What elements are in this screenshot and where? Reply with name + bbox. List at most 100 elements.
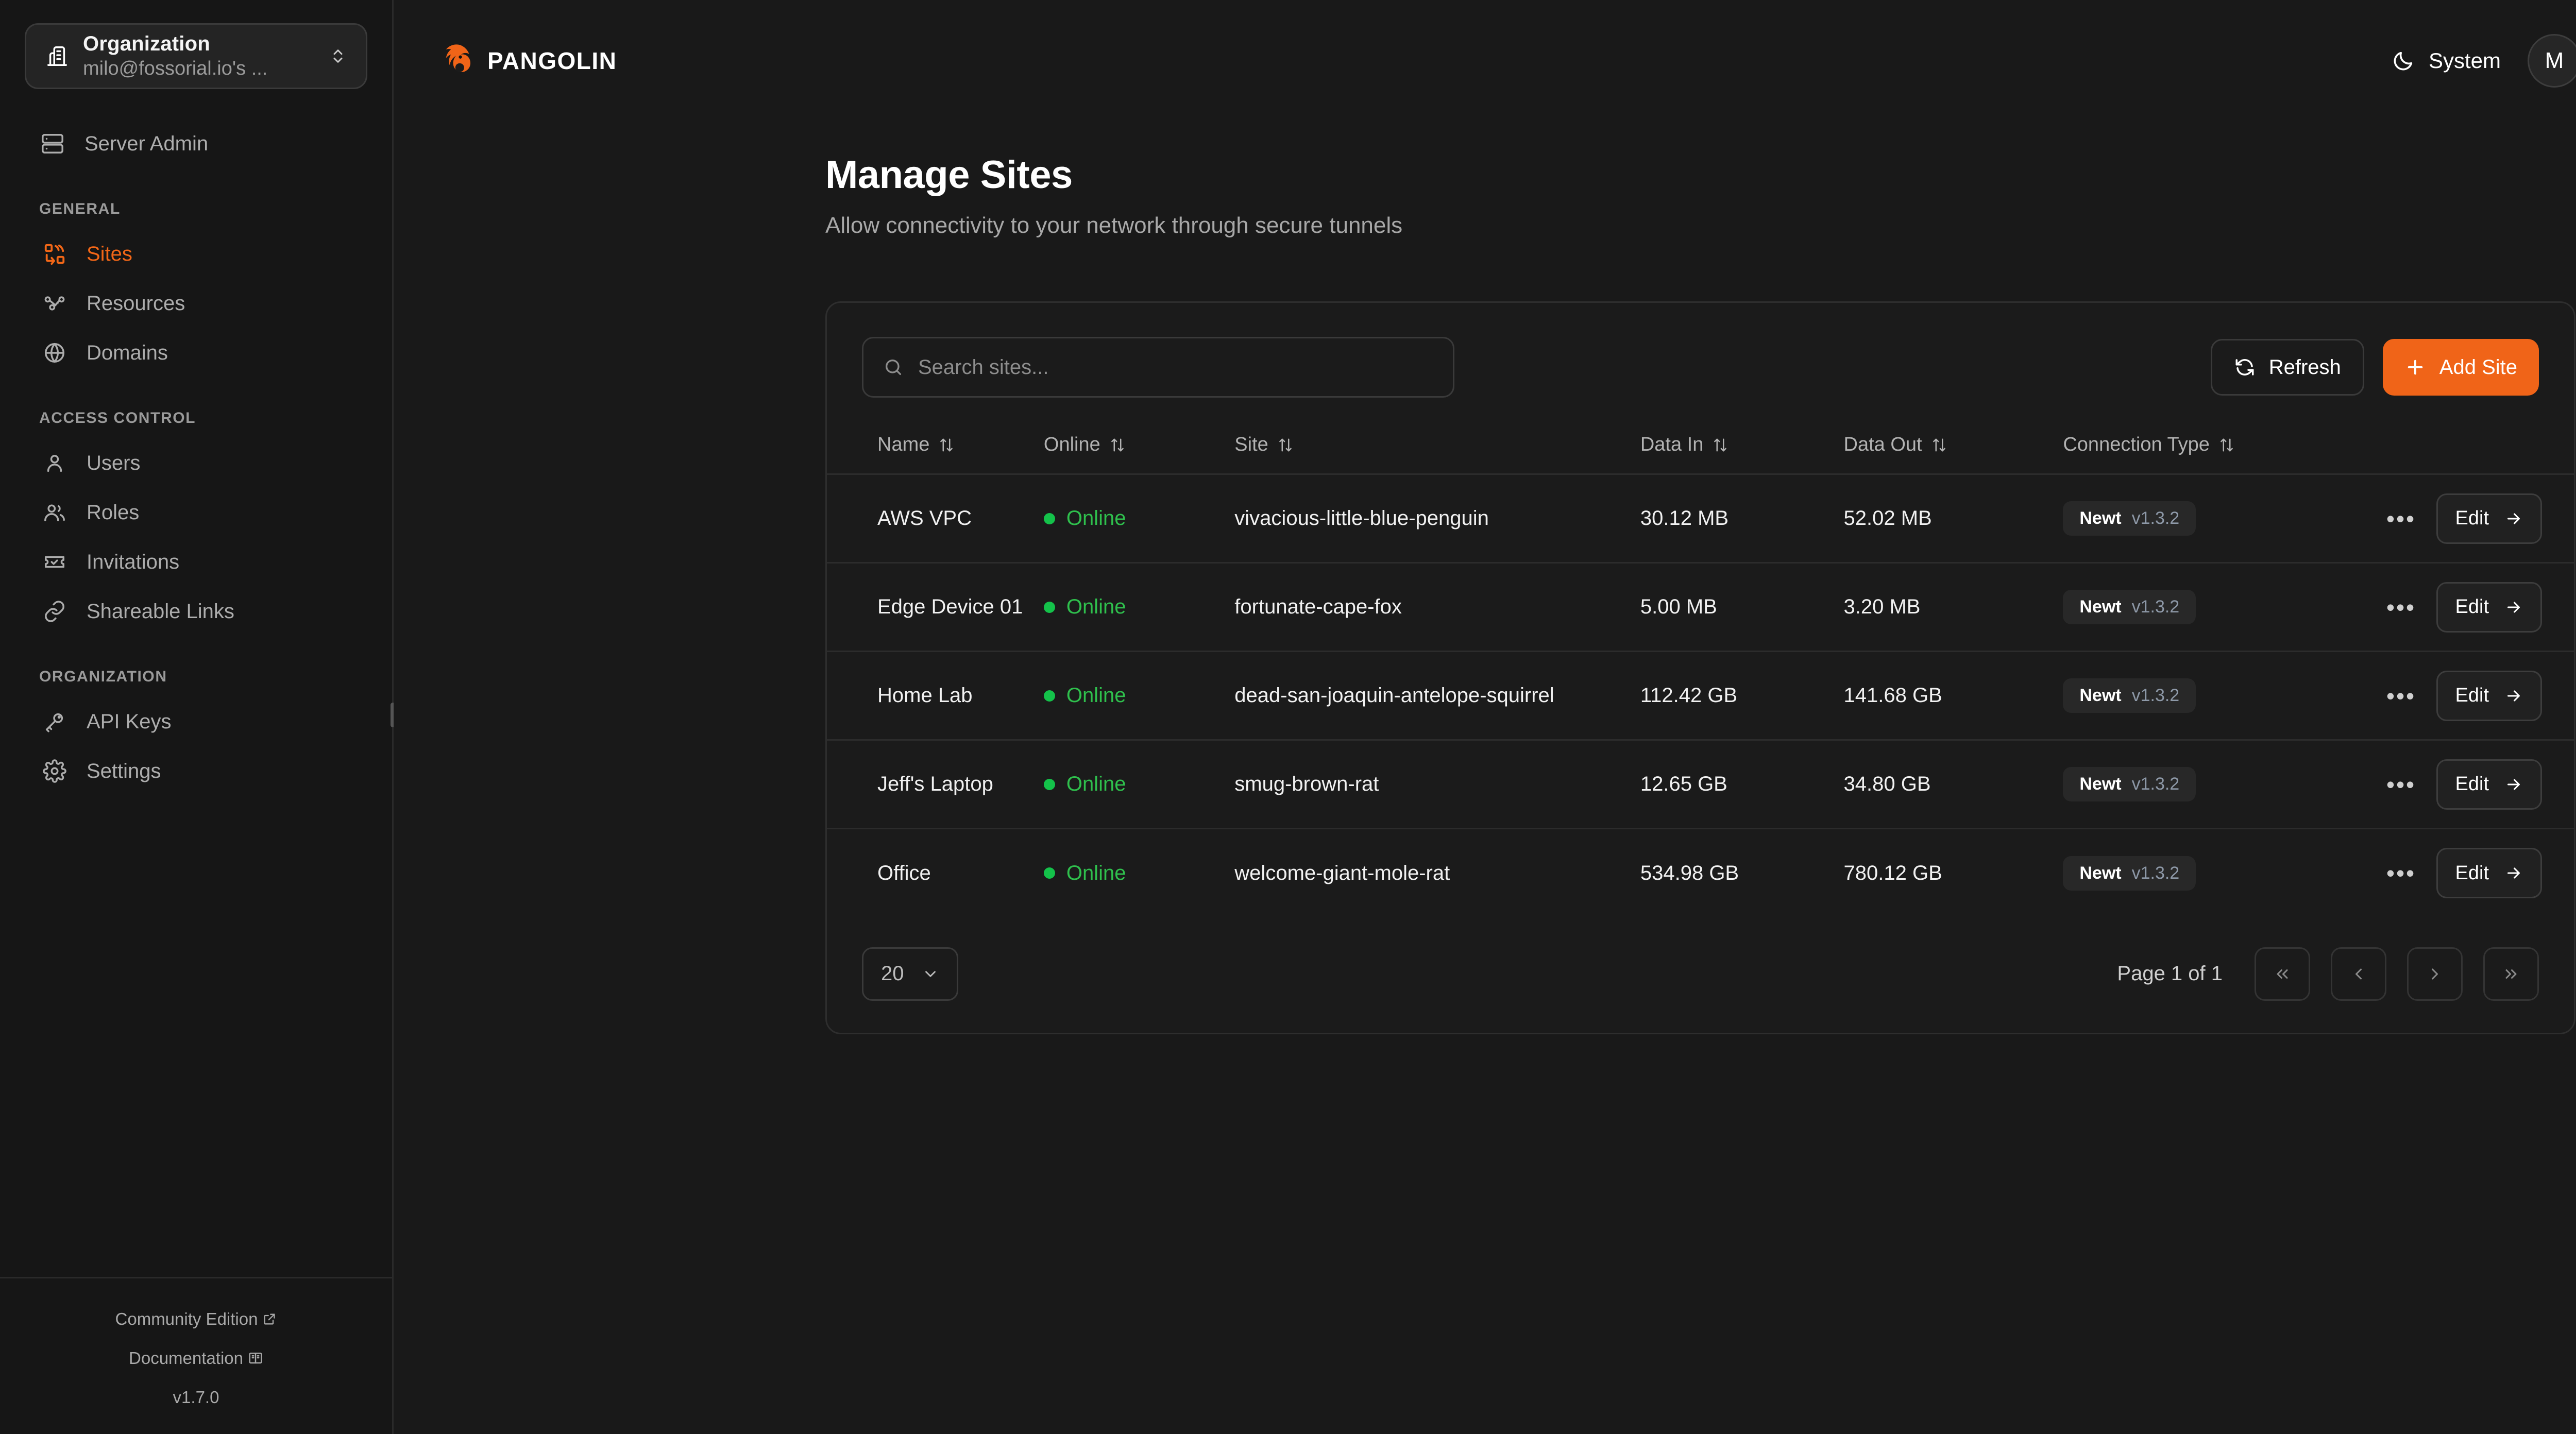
search-sites[interactable] xyxy=(862,337,1454,398)
search-icon xyxy=(883,357,906,378)
edit-button[interactable]: Edit xyxy=(2436,848,2542,899)
sort-arrows-icon xyxy=(939,436,954,454)
edit-label: Edit xyxy=(2455,862,2489,884)
edit-button[interactable]: Edit xyxy=(2436,582,2542,633)
column-header-connection-type[interactable]: Connection Type xyxy=(2063,422,2381,474)
edit-label: Edit xyxy=(2455,685,2489,706)
status-dot xyxy=(1043,867,1055,879)
sidebar-resize-handle[interactable] xyxy=(391,703,395,727)
sites-icon xyxy=(41,241,68,267)
table-row[interactable]: Edge Device 01 Online fortunate-cape-fox 5.… xyxy=(827,562,2574,652)
table-row[interactable]: Jeff's Laptop Online smug-brown-rat 12.65 G… xyxy=(827,739,2574,829)
cell-name: Edge Device 01 xyxy=(827,562,1044,652)
ellipsis-icon[interactable]: ••• xyxy=(2386,682,2416,709)
column-label: Site xyxy=(1234,434,1268,455)
avatar[interactable]: M xyxy=(2528,34,2576,88)
cell-name: Jeff's Laptop xyxy=(827,739,1044,829)
table-row[interactable]: AWS VPC Online vivacious-little-blue-pengu… xyxy=(827,473,2574,563)
add-site-button[interactable]: Add Site xyxy=(2382,339,2539,396)
column-label: Connection Type xyxy=(2063,434,2210,455)
status-dot xyxy=(1043,778,1055,790)
search-input[interactable] xyxy=(918,355,1453,379)
globe-icon xyxy=(41,339,68,366)
refresh-icon xyxy=(2234,356,2256,378)
ellipsis-icon[interactable]: ••• xyxy=(2386,860,2416,887)
sidebar-item-domains[interactable]: Domains xyxy=(0,328,392,378)
sidebar-item-sites[interactable]: Sites xyxy=(0,229,392,279)
cell-data-in: 30.12 MB xyxy=(1640,473,1844,563)
cell-data-out: 141.68 GB xyxy=(1843,651,2063,740)
table-row[interactable]: Office Online welcome-giant-mole-rat 534.98… xyxy=(827,828,2574,917)
page-size-select[interactable]: 20 xyxy=(862,947,958,1001)
table-row[interactable]: Home Lab Online dead-san-joaquin-antelope-… xyxy=(827,651,2574,740)
user-icon xyxy=(41,450,68,476)
status-label: Online xyxy=(1066,773,1126,795)
cell-actions: ••• Edit xyxy=(2381,562,2574,652)
sidebar-section-organization: ORGANIZATION xyxy=(39,668,167,685)
cell-actions: ••• Edit xyxy=(2381,828,2574,917)
cell-site: vivacious-little-blue-penguin xyxy=(1234,473,1640,563)
cell-site: dead-san-joaquin-antelope-squirrel xyxy=(1234,651,1640,740)
refresh-button[interactable]: Refresh xyxy=(2210,339,2364,396)
status-dot xyxy=(1043,690,1055,702)
edit-button[interactable]: Edit xyxy=(2436,493,2542,544)
cell-data-in: 534.98 GB xyxy=(1640,828,1844,917)
edit-button[interactable]: Edit xyxy=(2436,670,2542,721)
status-badge: Newt v1.3.2 xyxy=(2063,590,2196,624)
cell-actions: ••• Edit xyxy=(2381,651,2574,740)
sidebar-section-access-control: ACCESS CONTROL xyxy=(39,409,196,426)
column-header-name[interactable]: Name xyxy=(827,422,1044,474)
column-header-online[interactable]: Online xyxy=(1044,422,1234,474)
sort-arrows-icon xyxy=(1931,436,1947,454)
plus-icon xyxy=(2404,356,2426,378)
sidebar-item-shareable-links[interactable]: Shareable Links xyxy=(0,587,392,636)
badge-version: v1.3.2 xyxy=(2131,774,2180,794)
main-content: PANGOLIN System M Manage Sites Allow con… xyxy=(394,0,2576,1434)
ticket-check-icon xyxy=(41,549,68,575)
sort-arrows-icon xyxy=(2219,436,2234,454)
badge-name: Newt xyxy=(2079,508,2122,528)
sidebar-item-resources[interactable]: Resources xyxy=(0,279,392,328)
topbar-right: System M xyxy=(2392,34,2576,88)
status-dot xyxy=(1043,513,1055,524)
column-label: Data Out xyxy=(1843,434,1922,455)
ellipsis-icon[interactable]: ••• xyxy=(2386,771,2416,798)
theme-toggle[interactable]: System xyxy=(2392,48,2501,73)
status-badge: Newt v1.3.2 xyxy=(2063,767,2196,801)
community-edition-link[interactable]: Community Edition xyxy=(0,1309,392,1329)
ellipsis-icon[interactable]: ••• xyxy=(2386,505,2416,532)
documentation-link[interactable]: Documentation xyxy=(0,1348,392,1368)
prev-page-button[interactable] xyxy=(2331,947,2386,1001)
org-title: Organization xyxy=(83,32,210,56)
sidebar-item-server-admin[interactable]: Server Admin xyxy=(0,119,392,168)
column-header-data-out[interactable]: Data Out xyxy=(1844,422,2063,474)
chevron-right-icon xyxy=(2426,965,2444,983)
brand[interactable]: PANGOLIN xyxy=(436,41,617,81)
sidebar-item-api-keys[interactable]: API Keys xyxy=(0,697,392,746)
column-header-site[interactable]: Site xyxy=(1234,422,1640,474)
external-link-icon xyxy=(262,1312,277,1326)
sidebar-item-users[interactable]: Users xyxy=(0,438,392,488)
first-page-button[interactable] xyxy=(2255,947,2310,1001)
status-label: Online xyxy=(1066,507,1126,530)
edit-label: Edit xyxy=(2455,507,2489,529)
cell-site: fortunate-cape-fox xyxy=(1234,562,1640,652)
edit-button[interactable]: Edit xyxy=(2436,759,2542,810)
sidebar-item-label: Domains xyxy=(87,342,168,364)
sort-arrows-icon xyxy=(1713,436,1728,454)
sidebar-item-roles[interactable]: Roles xyxy=(0,488,392,537)
last-page-button[interactable] xyxy=(2483,947,2539,1001)
column-label: Data In xyxy=(1640,434,1704,455)
cell-connection-type: Newt v1.3.2 xyxy=(2063,562,2382,652)
cell-online: Online xyxy=(1043,562,1235,652)
status-badge: Newt v1.3.2 xyxy=(2063,501,2196,536)
cell-name: AWS VPC xyxy=(827,473,1044,563)
column-header-data-in[interactable]: Data In xyxy=(1640,422,1844,474)
ellipsis-icon[interactable]: ••• xyxy=(2386,593,2416,621)
sidebar-item-invitations[interactable]: Invitations xyxy=(0,537,392,587)
sidebar-item-settings[interactable]: Settings xyxy=(0,746,392,796)
sidebar-nav: Server Admin GENERAL Sites xyxy=(0,119,392,796)
next-page-button[interactable] xyxy=(2407,947,2463,1001)
org-switcher[interactable]: Organization milo@fossorial.io's ... xyxy=(25,23,367,89)
building-icon xyxy=(44,44,71,68)
